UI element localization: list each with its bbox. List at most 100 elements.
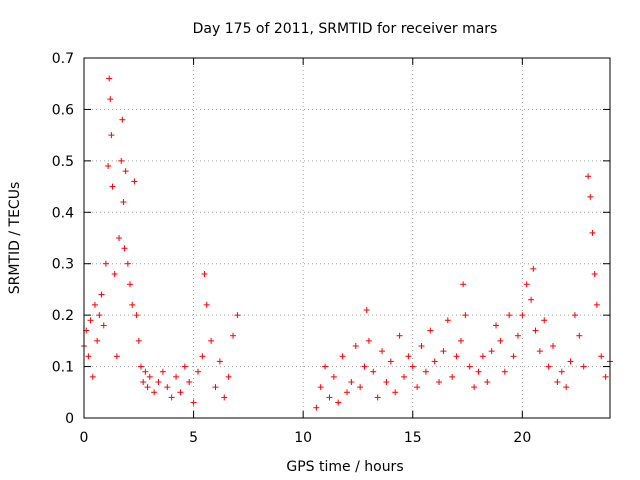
data-point (230, 332, 237, 339)
data-point (137, 363, 144, 370)
data-point (475, 368, 482, 375)
tick-labels: 0 0.1 0.2 0.3 0.4 0.5 0.6 0.7 0 5 10 15 20 (52, 51, 532, 446)
data-point (361, 363, 368, 370)
data-point (550, 343, 557, 349)
x-tick-label: 15 (404, 430, 422, 446)
x-axis-label: GPS time / hours (286, 459, 403, 475)
data-point (133, 312, 140, 319)
data-point (129, 301, 136, 308)
data-point (159, 368, 166, 375)
data-point (190, 399, 197, 406)
data-points (81, 75, 613, 411)
grid-lines (84, 58, 610, 418)
data-point (457, 337, 464, 344)
data-point (374, 394, 381, 401)
data-point (127, 281, 134, 288)
data-point (400, 373, 407, 380)
data-point (558, 368, 565, 375)
data-point (563, 384, 570, 391)
data-point (460, 281, 467, 288)
data-point (173, 373, 180, 380)
y-tick-label: 0.5 (52, 154, 74, 170)
data-point (216, 358, 223, 365)
y-tick-label: 0.6 (52, 102, 74, 118)
data-point (131, 178, 138, 185)
data-point (155, 379, 162, 385)
data-point (96, 312, 103, 319)
data-point (370, 368, 377, 375)
data-point (479, 353, 486, 360)
data-point (113, 353, 120, 360)
data-point (541, 317, 548, 324)
data-point (598, 353, 605, 360)
data-point (396, 332, 403, 339)
data-point (471, 384, 478, 391)
data-point (102, 260, 109, 267)
data-point (436, 379, 443, 385)
data-point (105, 163, 112, 169)
data-point (221, 394, 228, 401)
data-point (135, 337, 142, 344)
data-point (530, 265, 537, 272)
data-point (379, 348, 386, 355)
data-point (208, 337, 215, 344)
data-point (506, 312, 513, 319)
data-point (203, 301, 210, 308)
data-point (427, 327, 434, 334)
data-point (186, 379, 193, 385)
data-point (497, 337, 504, 344)
data-point (589, 229, 596, 236)
data-point (100, 322, 107, 329)
data-point (462, 312, 469, 319)
data-point (587, 193, 594, 200)
data-point (593, 301, 600, 308)
data-point (201, 271, 208, 277)
data-point (602, 373, 609, 380)
data-point (357, 384, 364, 391)
data-point (212, 384, 219, 391)
data-point (107, 96, 114, 103)
data-point (363, 307, 370, 313)
x-tick-label: 5 (189, 430, 198, 446)
chart-title: Day 175 of 2011, SRMTID for receiver mar… (193, 21, 498, 37)
data-point (488, 348, 495, 355)
data-point (466, 363, 473, 370)
data-point (122, 168, 129, 175)
data-point (194, 368, 201, 375)
data-point (449, 373, 456, 380)
data-point (144, 384, 151, 391)
data-point (585, 173, 592, 180)
data-point (109, 183, 116, 190)
data-point (414, 384, 421, 391)
data-point (501, 368, 508, 375)
data-point (536, 348, 543, 355)
y-tick-label: 0.3 (52, 257, 74, 273)
data-point (418, 343, 425, 349)
y-tick-label: 0.1 (52, 360, 74, 376)
data-point (234, 312, 241, 319)
data-point (121, 245, 128, 252)
data-point (348, 379, 355, 385)
axis-ticks (83, 57, 610, 419)
data-point (164, 384, 171, 391)
data-point (352, 343, 359, 349)
data-point (591, 271, 598, 277)
data-point (106, 75, 113, 82)
data-point (89, 373, 96, 380)
data-point (523, 281, 530, 288)
data-point (330, 373, 337, 380)
x-tick-label: 20 (513, 430, 531, 446)
data-point (528, 296, 535, 303)
data-point (326, 394, 333, 401)
data-point (118, 157, 125, 164)
data-point (484, 379, 491, 385)
data-point (571, 312, 578, 319)
data-point (514, 332, 521, 339)
data-point (339, 353, 346, 360)
data-point (519, 312, 526, 319)
data-point (344, 389, 350, 396)
data-point (387, 358, 394, 365)
y-tick-label: 0.4 (52, 205, 74, 221)
data-point (317, 384, 324, 391)
